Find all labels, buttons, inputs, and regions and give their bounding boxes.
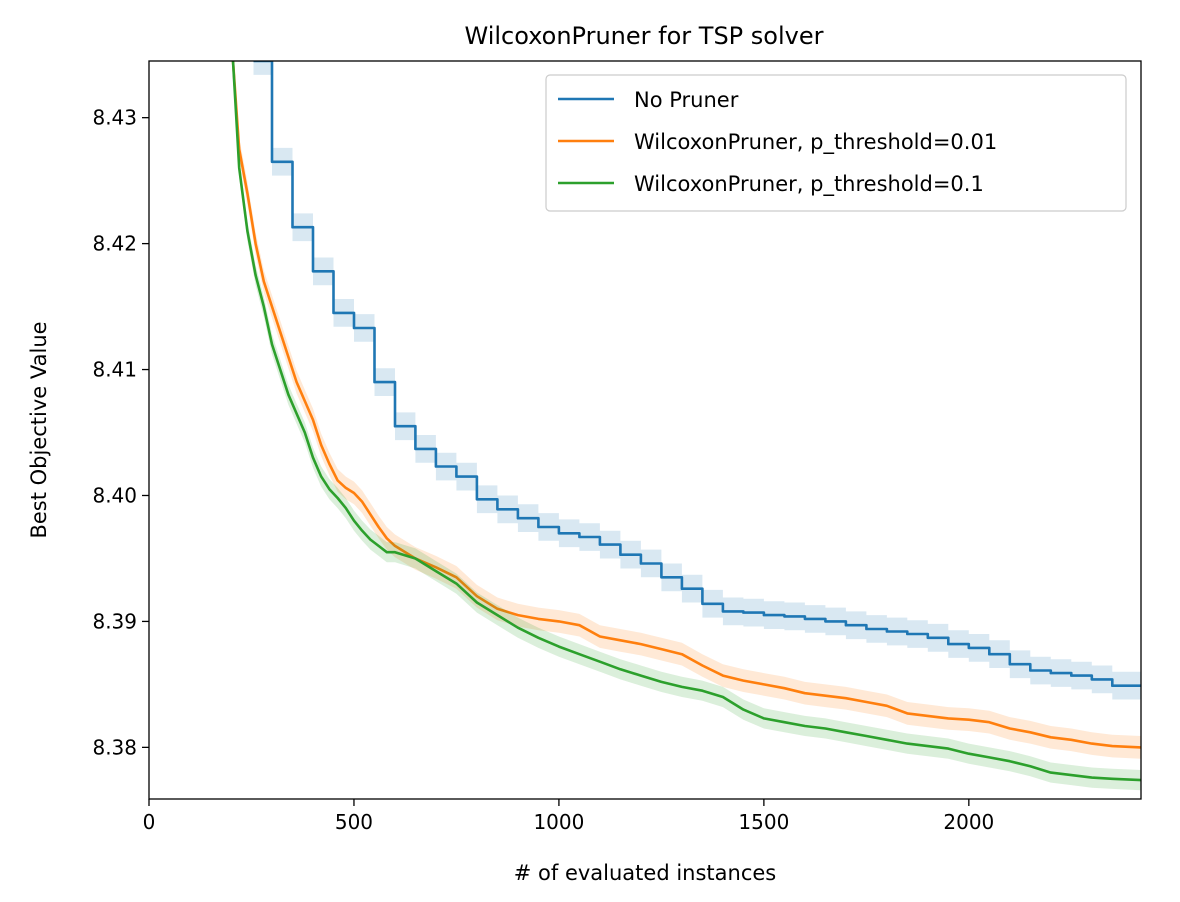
- y-tick-label: 8.43: [92, 106, 137, 130]
- legend-items: No Pruner WilcoxonPruner, p_threshold=0.0…: [558, 88, 997, 197]
- x-tick-label: 1500: [738, 810, 789, 834]
- series-line-1: [231, 61, 1141, 749]
- series-line-0: [253, 61, 1141, 687]
- y-tick-label: 8.39: [92, 609, 137, 633]
- y-tick-label: 8.40: [92, 483, 137, 507]
- series-band-1: [233, 61, 1141, 759]
- legend-label-1: WilcoxonPruner, p_threshold=0.01: [634, 130, 997, 155]
- x-axis-title: # of evaluated instances: [514, 861, 776, 885]
- series-line-2: [231, 61, 1141, 782]
- x-tick-label: 0: [143, 810, 156, 834]
- legend-box: [545, 74, 1127, 212]
- chart-title: WilcoxonPruner for TSP solver: [465, 22, 824, 50]
- y-axis: 8.38 8.39 8.40 8.41 8.42 8.43: [92, 106, 149, 759]
- series-layer: [231, 61, 1141, 791]
- y-tick-label: 8.41: [92, 358, 137, 382]
- legend-label-2: WilcoxonPruner, p_threshold=0.1: [634, 172, 984, 197]
- x-tick-label: 1000: [533, 810, 584, 834]
- y-tick-label: 8.42: [92, 232, 137, 256]
- x-tick-label: 2000: [943, 810, 994, 834]
- legend-label-0: No Pruner: [634, 88, 739, 112]
- plot-frame: [148, 60, 1142, 800]
- legend: No Pruner WilcoxonPruner, p_threshold=0.0…: [545, 74, 1127, 212]
- x-tick-label: 500: [335, 810, 373, 834]
- y-axis-title: Best Objective Value: [27, 321, 51, 538]
- x-axis: 0 500 1000 1500 2000: [143, 799, 994, 834]
- y-tick-label: 8.38: [92, 735, 137, 759]
